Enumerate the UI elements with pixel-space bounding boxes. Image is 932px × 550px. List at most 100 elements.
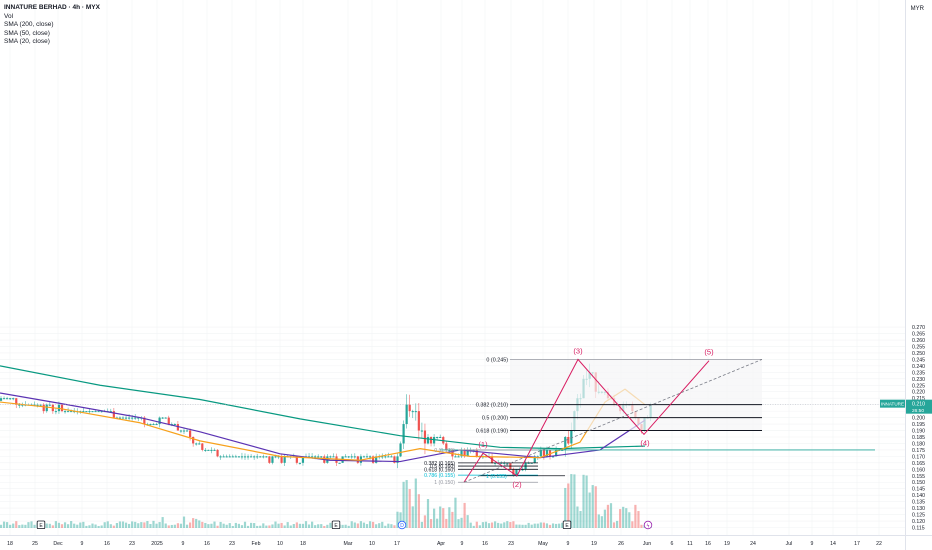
- volume-bar: [103, 522, 106, 528]
- chart-legend: INNATURE BERHAD · 4h · MYX Vol SMA (200,…: [4, 4, 100, 47]
- volume-bar: [582, 474, 585, 528]
- volume-bar: [359, 521, 362, 528]
- volume-bar: [15, 521, 18, 528]
- legend-sma-200[interactable]: SMA (200, close): [4, 21, 54, 29]
- volume-bar: [515, 524, 518, 528]
- candle-body: [384, 456, 387, 458]
- candle-body: [256, 456, 259, 458]
- volume-bar: [323, 525, 326, 528]
- time-tick-label: 23: [229, 541, 235, 547]
- candle-body: [280, 456, 283, 463]
- volume-bar: [381, 521, 384, 528]
- volume-bar: [33, 524, 36, 528]
- price-tick-label: 0.220: [912, 390, 925, 396]
- volume-bar: [204, 522, 207, 528]
- legend-sma-50[interactable]: SMA (50, close): [4, 29, 50, 37]
- volume-bar: [484, 521, 488, 528]
- time-tick-label: 19: [724, 541, 730, 547]
- event-marker-label: E: [334, 523, 338, 529]
- volume-bar: [45, 523, 48, 528]
- candle-body: [533, 456, 536, 463]
- volume-bar: [182, 516, 186, 528]
- price-tick-label: 0.160: [912, 467, 925, 473]
- candle-body: [408, 404, 411, 412]
- volume-bar: [527, 522, 530, 528]
- volume-bar: [539, 522, 542, 528]
- volume-bar: [548, 524, 552, 528]
- volume-bar: [213, 521, 216, 528]
- volume-bar: [365, 524, 369, 528]
- fib-level-label: 1 (0.150): [434, 480, 455, 486]
- time-tick-label: 9: [182, 541, 185, 547]
- volume-bar: [311, 521, 314, 528]
- candle-body: [185, 430, 189, 432]
- volume-bar: [588, 492, 591, 528]
- candle-body: [347, 456, 350, 458]
- price-badge-value: 0.210: [912, 402, 925, 408]
- volume-bar: [280, 522, 283, 528]
- volume-bar: [195, 518, 198, 528]
- legend-vol[interactable]: Vol: [4, 12, 14, 20]
- candle-body: [204, 449, 207, 451]
- volume-bar: [207, 524, 210, 528]
- volume-bar: [405, 480, 408, 528]
- candle-body: [219, 456, 222, 458]
- time-tick-label: 9: [567, 541, 570, 547]
- volume-bar: [173, 524, 176, 528]
- candle-body: [307, 456, 311, 458]
- fib-level-label: 0.786 (0.155): [424, 473, 455, 479]
- volume-bar: [585, 475, 588, 528]
- volume-bar: [497, 522, 500, 528]
- volume-bar: [463, 502, 466, 528]
- volume-bar: [390, 524, 393, 528]
- candle-body: [207, 449, 210, 451]
- time-tick-label: 26: [618, 541, 624, 547]
- candle-body: [112, 411, 115, 418]
- candle-body: [494, 462, 497, 464]
- candle-body: [94, 411, 97, 413]
- volume-bar: [341, 524, 344, 528]
- volume-bar: [24, 524, 27, 528]
- candle-body: [234, 456, 237, 458]
- volume-bar: [256, 525, 259, 528]
- legend-sma-20[interactable]: SMA (20, close): [4, 38, 50, 46]
- fib-level-label: 0.5 (0.200): [482, 416, 508, 422]
- candle-body: [429, 436, 433, 444]
- volume-bar: [326, 524, 329, 528]
- candle-body: [344, 456, 347, 458]
- event-earnings-icon: [331, 520, 341, 529]
- price-tick-label: 0.175: [912, 448, 925, 454]
- volume-bar: [561, 522, 564, 528]
- candle-body: [396, 456, 399, 463]
- volume-bar: [347, 525, 350, 528]
- candle-body: [2, 398, 6, 400]
- candle-body: [506, 462, 509, 464]
- candle-body: [548, 449, 552, 457]
- price-badge: [906, 399, 932, 414]
- candle-body: [39, 404, 42, 406]
- volume-bar: [536, 523, 539, 528]
- volume-bar: [570, 474, 573, 528]
- volume-bar: [368, 521, 372, 528]
- volume-bar: [472, 525, 475, 528]
- candle-body: [436, 436, 439, 438]
- volume-bar: [112, 525, 115, 528]
- volume-bar: [314, 525, 317, 528]
- candle-body: [542, 449, 545, 457]
- volume-bar: [356, 523, 359, 528]
- time-tick-label: 23: [508, 541, 514, 547]
- candle-body: [271, 456, 274, 463]
- volume-bar: [612, 522, 616, 528]
- candle-body: [381, 456, 384, 458]
- candle-body: [545, 449, 549, 457]
- price-tick-label: 0.240: [912, 364, 925, 370]
- time-tick-label: Feb: [252, 541, 261, 547]
- volume-bar: [460, 517, 463, 528]
- candle-body: [301, 456, 305, 463]
- volume-bar: [265, 525, 268, 528]
- lightning-icon: ϟ: [646, 523, 650, 529]
- candle-body: [246, 456, 250, 458]
- candle-body: [109, 411, 112, 413]
- volume-bar: [73, 523, 76, 528]
